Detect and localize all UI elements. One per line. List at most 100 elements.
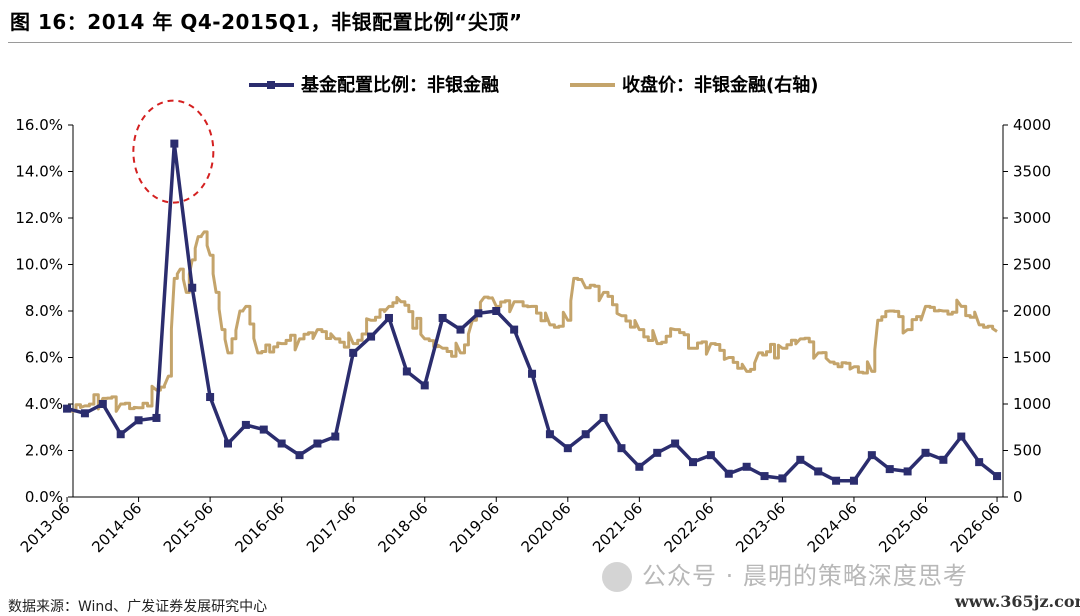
site-mark: www.365jz.com (955, 592, 1080, 611)
x-tick-label: 2025-06 (875, 499, 932, 556)
peak-highlight-circle (132, 99, 215, 204)
allocation-point (134, 416, 143, 425)
x-tick-label: 2026-06 (947, 499, 1004, 556)
allocation-point (98, 400, 107, 408)
allocation-point (474, 309, 483, 318)
allocation-point (617, 444, 626, 453)
allocation-point (939, 455, 948, 464)
allocation-point (349, 348, 358, 357)
allocation-point (510, 325, 519, 334)
y-left-tick-label: 4.0% (25, 395, 63, 413)
x-tick-label: 2014-06 (88, 499, 145, 556)
allocation-point (152, 413, 161, 422)
watermark: 公众号 · 晨明的策略深度思考 (602, 556, 968, 592)
price-series-layer (67, 230, 998, 413)
allocation-point (402, 367, 411, 376)
allocation-point (313, 439, 322, 448)
allocation-point (957, 432, 966, 441)
x-tick-label: 2019-06 (446, 499, 503, 556)
watermark-text: 公众号 · 晨明的策略深度思考 (642, 562, 968, 590)
allocation-point (993, 472, 1002, 481)
allocation-point (975, 458, 984, 467)
allocation-point (384, 313, 393, 322)
y-right-tick-label: 0 (1013, 488, 1023, 506)
x-tick-label: 2018-06 (375, 499, 432, 556)
y-right-tick-label: 1000 (1013, 395, 1051, 413)
allocation-point (867, 451, 876, 460)
allocation-point (653, 448, 662, 457)
source-note: 数据来源：Wind、广发证券发展研究中心 (8, 599, 268, 615)
allocation-point (671, 439, 680, 448)
allocation-point (742, 462, 751, 471)
y-right-tick-label: 2500 (1013, 256, 1051, 274)
y-right-tick-label: 4000 (1013, 116, 1051, 134)
allocation-point (206, 393, 215, 402)
title-divider (8, 42, 1072, 43)
allocation-point (456, 325, 465, 334)
x-tick-label: 2021-06 (589, 499, 646, 556)
allocation-point (581, 430, 590, 439)
allocation-point (706, 451, 715, 460)
allocation-point (331, 432, 340, 441)
allocation-point (724, 469, 733, 478)
y-left-tick-label: 16.0% (15, 116, 63, 134)
allocation-point (295, 451, 304, 460)
x-tick-label: 2024-06 (804, 499, 861, 556)
allocation-point (832, 476, 841, 485)
chart-title: 图 16：2014 年 Q4-2015Q1，非银配置比例“尖顶” (10, 10, 523, 34)
y-left-tick-label: 2.0% (25, 442, 63, 460)
x-tick-label: 2016-06 (231, 499, 288, 556)
allocation-point (259, 425, 268, 434)
x-tick-label: 2015-06 (160, 499, 217, 556)
allocation-point (545, 430, 554, 439)
allocation-point (796, 455, 805, 464)
allocation-point (492, 307, 501, 315)
allocation-point (277, 439, 286, 448)
y-left-tick-label: 6.0% (25, 349, 63, 367)
y-left-tick-label: 12.0% (15, 209, 63, 227)
y-right-tick-label: 1500 (1013, 349, 1051, 367)
allocation-point (814, 467, 823, 476)
allocation-point (849, 476, 858, 485)
allocation-point (689, 458, 697, 467)
x-tick-label: 2023-06 (732, 499, 789, 556)
legend-label-2: 收盘价：非银金融(右轴) (622, 74, 818, 96)
allocation-point (438, 313, 447, 322)
allocation-point (224, 439, 232, 448)
price-line (67, 230, 998, 413)
allocation-point (921, 448, 930, 457)
legend-label-1: 基金配置比例：非银金融 (300, 74, 499, 96)
y-right-tick-label: 3000 (1013, 209, 1051, 227)
allocation-point (420, 381, 429, 390)
allocation-point (528, 369, 537, 378)
x-tick-label: 2022-06 (661, 499, 718, 556)
allocation-point (778, 474, 787, 483)
allocation-point (635, 462, 644, 471)
allocation-point (63, 404, 72, 413)
y-right-tick-label: 3500 (1013, 163, 1051, 181)
annotation-layer (132, 99, 215, 204)
allocation-point (116, 430, 125, 439)
allocation-point (885, 465, 894, 474)
y-left-tick-label: 10.0% (15, 256, 63, 274)
legend-marker-square (267, 81, 275, 89)
allocation-point (760, 472, 769, 481)
chart-legend: 基金配置比例：非银金融 收盘价：非银金融(右轴) (249, 74, 818, 96)
dual-axis-line-chart: 0.0% 2.0% 4.0% 6.0% 8.0% 10.0% 12.0% 14.0% 16.0%… (15, 74, 1051, 556)
allocation-point (80, 409, 89, 418)
y-right-tick-label: 500 (1013, 442, 1042, 460)
allocation-point (188, 283, 197, 292)
y-right-tick-label: 2000 (1013, 302, 1051, 320)
wechat-logo-icon (602, 562, 632, 592)
allocation-point (241, 420, 250, 429)
y-left-tick-label: 8.0% (25, 302, 63, 320)
x-tick-label: 2013-06 (17, 499, 74, 556)
x-tick-label: 2020-06 (518, 499, 575, 556)
y-left-tick-label: 14.0% (15, 163, 63, 181)
allocation-point (170, 139, 179, 148)
allocation-point (599, 413, 608, 422)
allocation-point (903, 467, 912, 476)
allocation-line (66, 141, 999, 483)
allocation-series-layer (63, 139, 1002, 485)
y-left-tick-label: 0.0% (25, 488, 63, 506)
